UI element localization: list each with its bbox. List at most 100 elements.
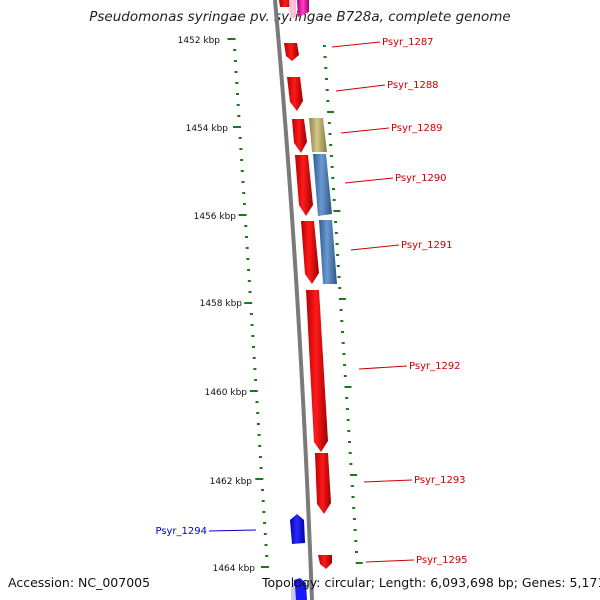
ruler-minor-tick — [258, 456, 262, 458]
gene-arrow-psyr-1294[interactable] — [290, 514, 305, 544]
ruler-label: 1460 kbp — [205, 388, 248, 398]
ruler-minor-tick — [341, 342, 345, 344]
ruler-label: 1464 kbp — [213, 564, 256, 574]
ruler-minor-tick — [240, 159, 244, 161]
ruler-major-tick — [249, 390, 258, 392]
ruler-minor-tick — [348, 441, 351, 443]
gene-label-psyr-1287[interactable]: Psyr_1287 — [382, 37, 434, 48]
ruler-minor-tick — [237, 115, 241, 117]
ruler-minor-tick — [245, 247, 249, 249]
ruler-major-tick — [238, 214, 247, 216]
ruler-major-tick — [327, 111, 335, 113]
feature-tan-1289 — [309, 118, 327, 152]
ruler-minor-tick — [334, 232, 338, 234]
ruler-label: 1462 kbp — [210, 477, 253, 487]
gene-arrow-psyr-1291[interactable] — [301, 221, 319, 284]
ruler-minor-tick — [329, 144, 333, 146]
ruler-minor-tick — [241, 181, 245, 183]
genome-title: Pseudomonas syringae pv. syringae B728a,… — [89, 9, 511, 25]
gene-leader-line-psyr-1289 — [340, 127, 390, 134]
ruler-minor-tick — [255, 401, 259, 403]
ruler-minor-tick — [248, 291, 252, 293]
partial-reverse-gene-bottom-light — [291, 586, 296, 600]
feature-blue-1290 — [313, 154, 332, 216]
ruler-label: 1458 kbp — [200, 299, 243, 309]
ruler-major-tick — [260, 566, 269, 568]
gene-label-psyr-1292[interactable]: Psyr_1292 — [409, 361, 461, 372]
ruler-minor-tick — [261, 489, 264, 491]
ruler-minor-tick — [239, 148, 243, 150]
gene-arrow-psyr-1293[interactable] — [315, 453, 331, 514]
feature-blue-1291 — [319, 220, 337, 284]
gene-arrow-psyr-1287[interactable] — [284, 43, 299, 61]
ruler-labels: 1452 kbp 1454 kbp 1456 kbp 1458 kbp 1460 kbp… — [178, 36, 256, 574]
ruler-minor-tick — [244, 225, 248, 227]
ruler-major-tick — [338, 298, 346, 300]
ruler-minor-tick — [259, 467, 263, 469]
gene-label-psyr-1295[interactable]: Psyr_1295 — [416, 555, 468, 566]
ruler-major-tick — [350, 474, 358, 476]
ruler-minor-tick — [332, 188, 335, 190]
ruler-minor-tick — [251, 335, 255, 337]
ruler-minor-tick — [252, 357, 256, 359]
gene-label-psyr-1294[interactable]: Psyr_1294 — [155, 526, 207, 537]
gene-arrow-psyr-1289[interactable] — [292, 119, 307, 153]
ruler-minor-tick — [242, 203, 246, 205]
ruler-major-tick — [244, 302, 253, 304]
gene-leader-line-psyr-1287 — [331, 41, 381, 48]
ruler-minor-tick — [349, 463, 353, 465]
ruler-label: 1452 kbp — [178, 36, 221, 46]
ruler-minor-tick — [246, 258, 250, 260]
ruler-minor-tick — [352, 518, 356, 520]
ruler-minor-tick — [345, 397, 349, 399]
ruler-minor-tick — [342, 353, 346, 355]
gene-label-psyr-1290[interactable]: Psyr_1290 — [395, 173, 447, 184]
ruler-major-tick — [227, 38, 236, 40]
partial-reverse-gene-bottom — [293, 578, 307, 600]
ruler-minor-tick — [341, 331, 344, 333]
ruler-minor-tick — [236, 104, 240, 106]
gene-arrow-psyr-1290[interactable] — [295, 155, 313, 216]
ruler-major-tick — [333, 210, 341, 212]
ruler-ticks-right — [322, 45, 363, 564]
ruler-minor-tick — [353, 529, 357, 531]
ruler-minor-tick — [325, 89, 329, 91]
ruler-minor-tick — [263, 533, 267, 535]
gene-arrow-psyr-1288[interactable] — [287, 77, 303, 111]
ruler-minor-tick — [338, 287, 342, 289]
ruler-minor-tick — [245, 236, 248, 238]
ruler-minor-tick — [249, 313, 253, 315]
ruler-minor-tick — [343, 364, 347, 366]
ruler-major-tick — [255, 478, 264, 480]
gene-arrow-psyr-1292[interactable] — [306, 290, 328, 452]
ruler-minor-tick — [233, 60, 237, 62]
ruler-minor-tick — [258, 445, 262, 447]
gene-label-psyr-1293[interactable]: Psyr_1293 — [414, 475, 466, 486]
gene-label-psyr-1288[interactable]: Psyr_1288 — [387, 80, 439, 91]
ruler-minor-tick — [253, 368, 257, 370]
ruler-minor-tick — [325, 78, 328, 80]
ruler-minor-tick — [330, 166, 334, 168]
ruler-ticks-left — [227, 38, 269, 568]
ruler-minor-tick — [265, 555, 269, 557]
gene-labels[interactable]: Psyr_1287 Psyr_1288 Psyr_1289 Psyr_1290 Psyr… — [155, 37, 467, 566]
ruler-minor-tick — [332, 199, 336, 201]
gene-leader-line-psyr-1294 — [208, 529, 257, 532]
ruler-minor-tick — [234, 71, 238, 73]
ruler-minor-tick — [340, 320, 344, 322]
gene-label-psyr-1291[interactable]: Psyr_1291 — [401, 240, 453, 251]
gene-arrow-psyr-1295[interactable] — [318, 555, 332, 569]
genome-backbone — [273, 0, 314, 600]
ruler-minor-tick — [350, 485, 354, 487]
ruler-minor-tick — [355, 551, 358, 553]
ruler-major-tick — [355, 562, 363, 564]
gene-leader-line-psyr-1295 — [365, 559, 415, 563]
gene-label-psyr-1289[interactable]: Psyr_1289 — [391, 123, 443, 134]
ruler-minor-tick — [336, 254, 340, 256]
gene-leader-line-psyr-1290 — [344, 177, 394, 184]
ruler-minor-tick — [240, 170, 244, 172]
ruler-minor-tick — [329, 155, 333, 157]
ruler-minor-tick — [236, 93, 239, 95]
ruler-minor-tick — [327, 122, 331, 124]
ruler-minor-tick — [262, 511, 266, 513]
